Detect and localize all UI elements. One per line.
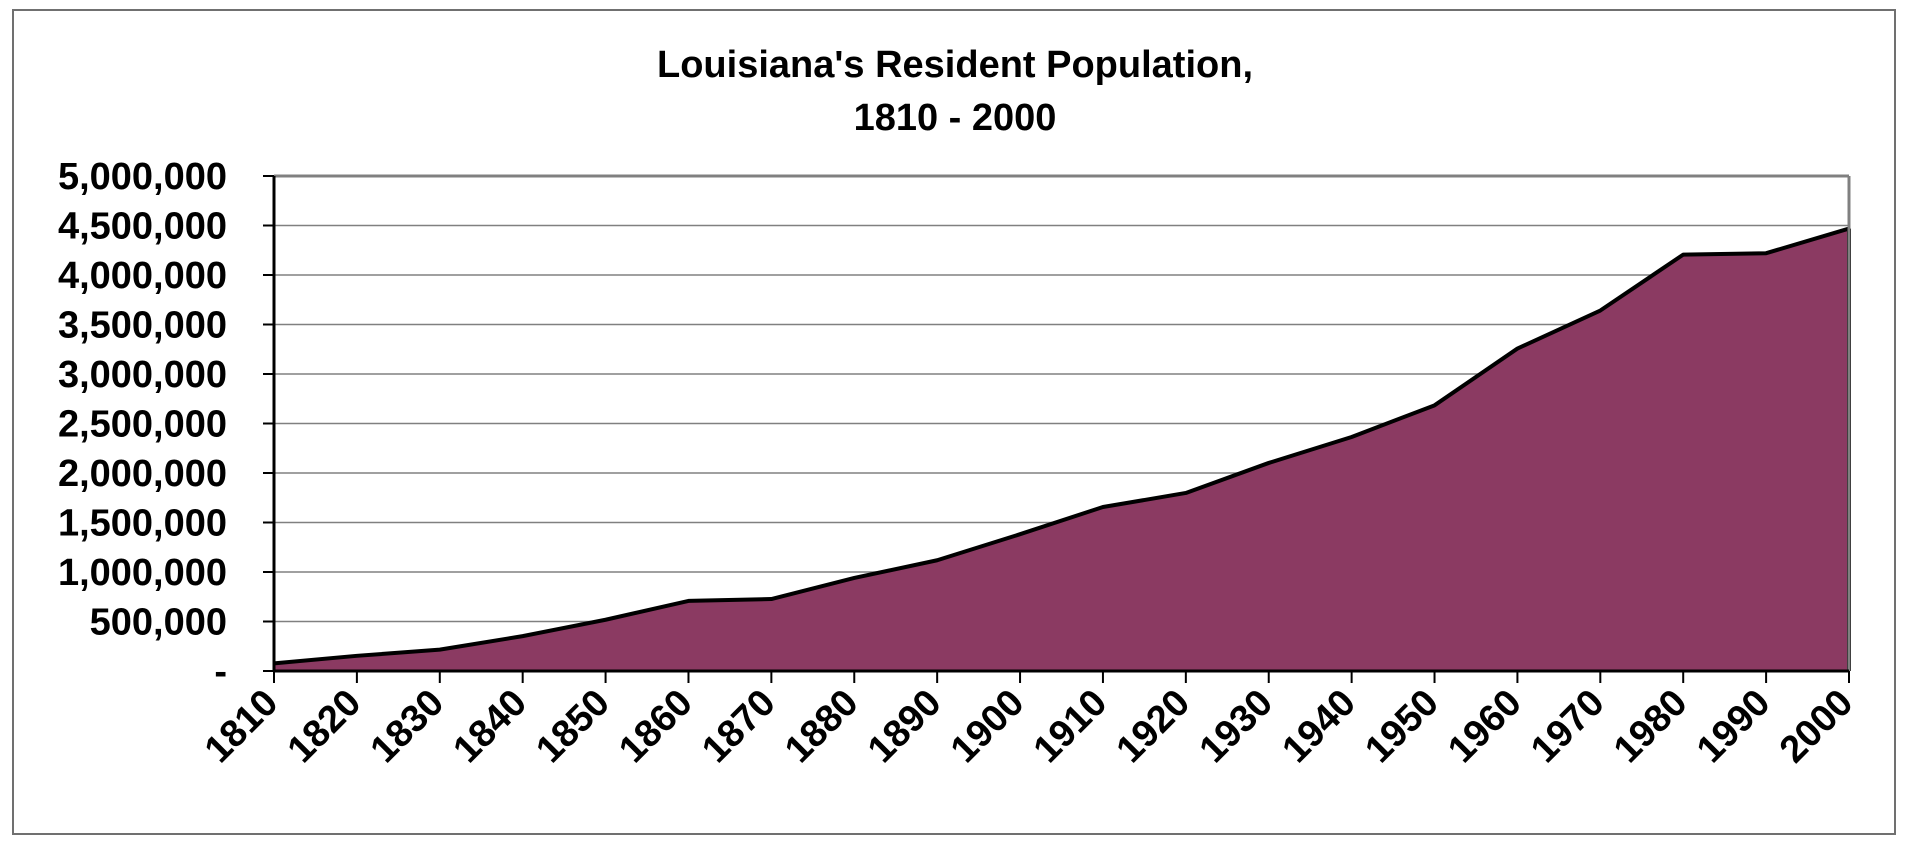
- y-tick-label: 3,000,000: [58, 354, 227, 396]
- y-tick-label: 4,000,000: [58, 255, 227, 297]
- x-tick-label: 1820: [280, 682, 369, 771]
- x-tick-label: 1900: [943, 682, 1032, 771]
- x-tick-label: 1980: [1606, 682, 1695, 771]
- x-tick-label: 1930: [1192, 682, 1281, 771]
- x-tick-label: 1860: [611, 682, 700, 771]
- x-tick-label: 1890: [860, 682, 949, 771]
- x-tick-label: 1940: [1275, 682, 1364, 771]
- x-tick-label: 1850: [528, 682, 617, 771]
- y-tick-label: 2,000,000: [58, 453, 227, 495]
- y-tick-label: -: [214, 651, 227, 693]
- x-tick-label: 1950: [1357, 682, 1446, 771]
- chart-subtitle: 1810 - 2000: [854, 97, 1057, 139]
- x-tick-label: 1880: [777, 682, 866, 771]
- population-area: [274, 228, 1849, 671]
- y-tick-label: 1,000,000: [58, 552, 227, 594]
- y-axis-ticks: - 500,000 1,000,000 1,500,000 2,000,000 2,500…: [58, 156, 274, 693]
- y-tick-label: 3,500,000: [58, 305, 227, 347]
- y-tick-label: 500,000: [90, 602, 227, 644]
- y-tick-label: 4,500,000: [58, 206, 227, 248]
- x-axis-ticks: 1810182018301840185018601870188018901900…: [197, 671, 1861, 771]
- x-tick-label: 1910: [1026, 682, 1115, 771]
- x-tick-label: 1960: [1440, 682, 1529, 771]
- x-tick-label: 1990: [1689, 682, 1778, 771]
- x-tick-label: 1810: [197, 682, 286, 771]
- x-tick-label: 1840: [446, 682, 535, 771]
- y-tick-label: 2,500,000: [58, 404, 227, 446]
- x-tick-label: 2000: [1772, 682, 1861, 771]
- data-area: [273, 226, 1851, 671]
- x-tick-label: 1920: [1109, 682, 1198, 771]
- population-line: [273, 226, 1850, 666]
- y-tick-label: 5,000,000: [58, 156, 227, 198]
- x-tick-label: 1870: [694, 682, 783, 771]
- chart-title: Louisiana's Resident Population,: [657, 44, 1253, 86]
- x-tick-label: 1970: [1523, 682, 1612, 771]
- y-tick-label: 1,500,000: [58, 503, 227, 545]
- x-tick-label: 1830: [363, 682, 452, 771]
